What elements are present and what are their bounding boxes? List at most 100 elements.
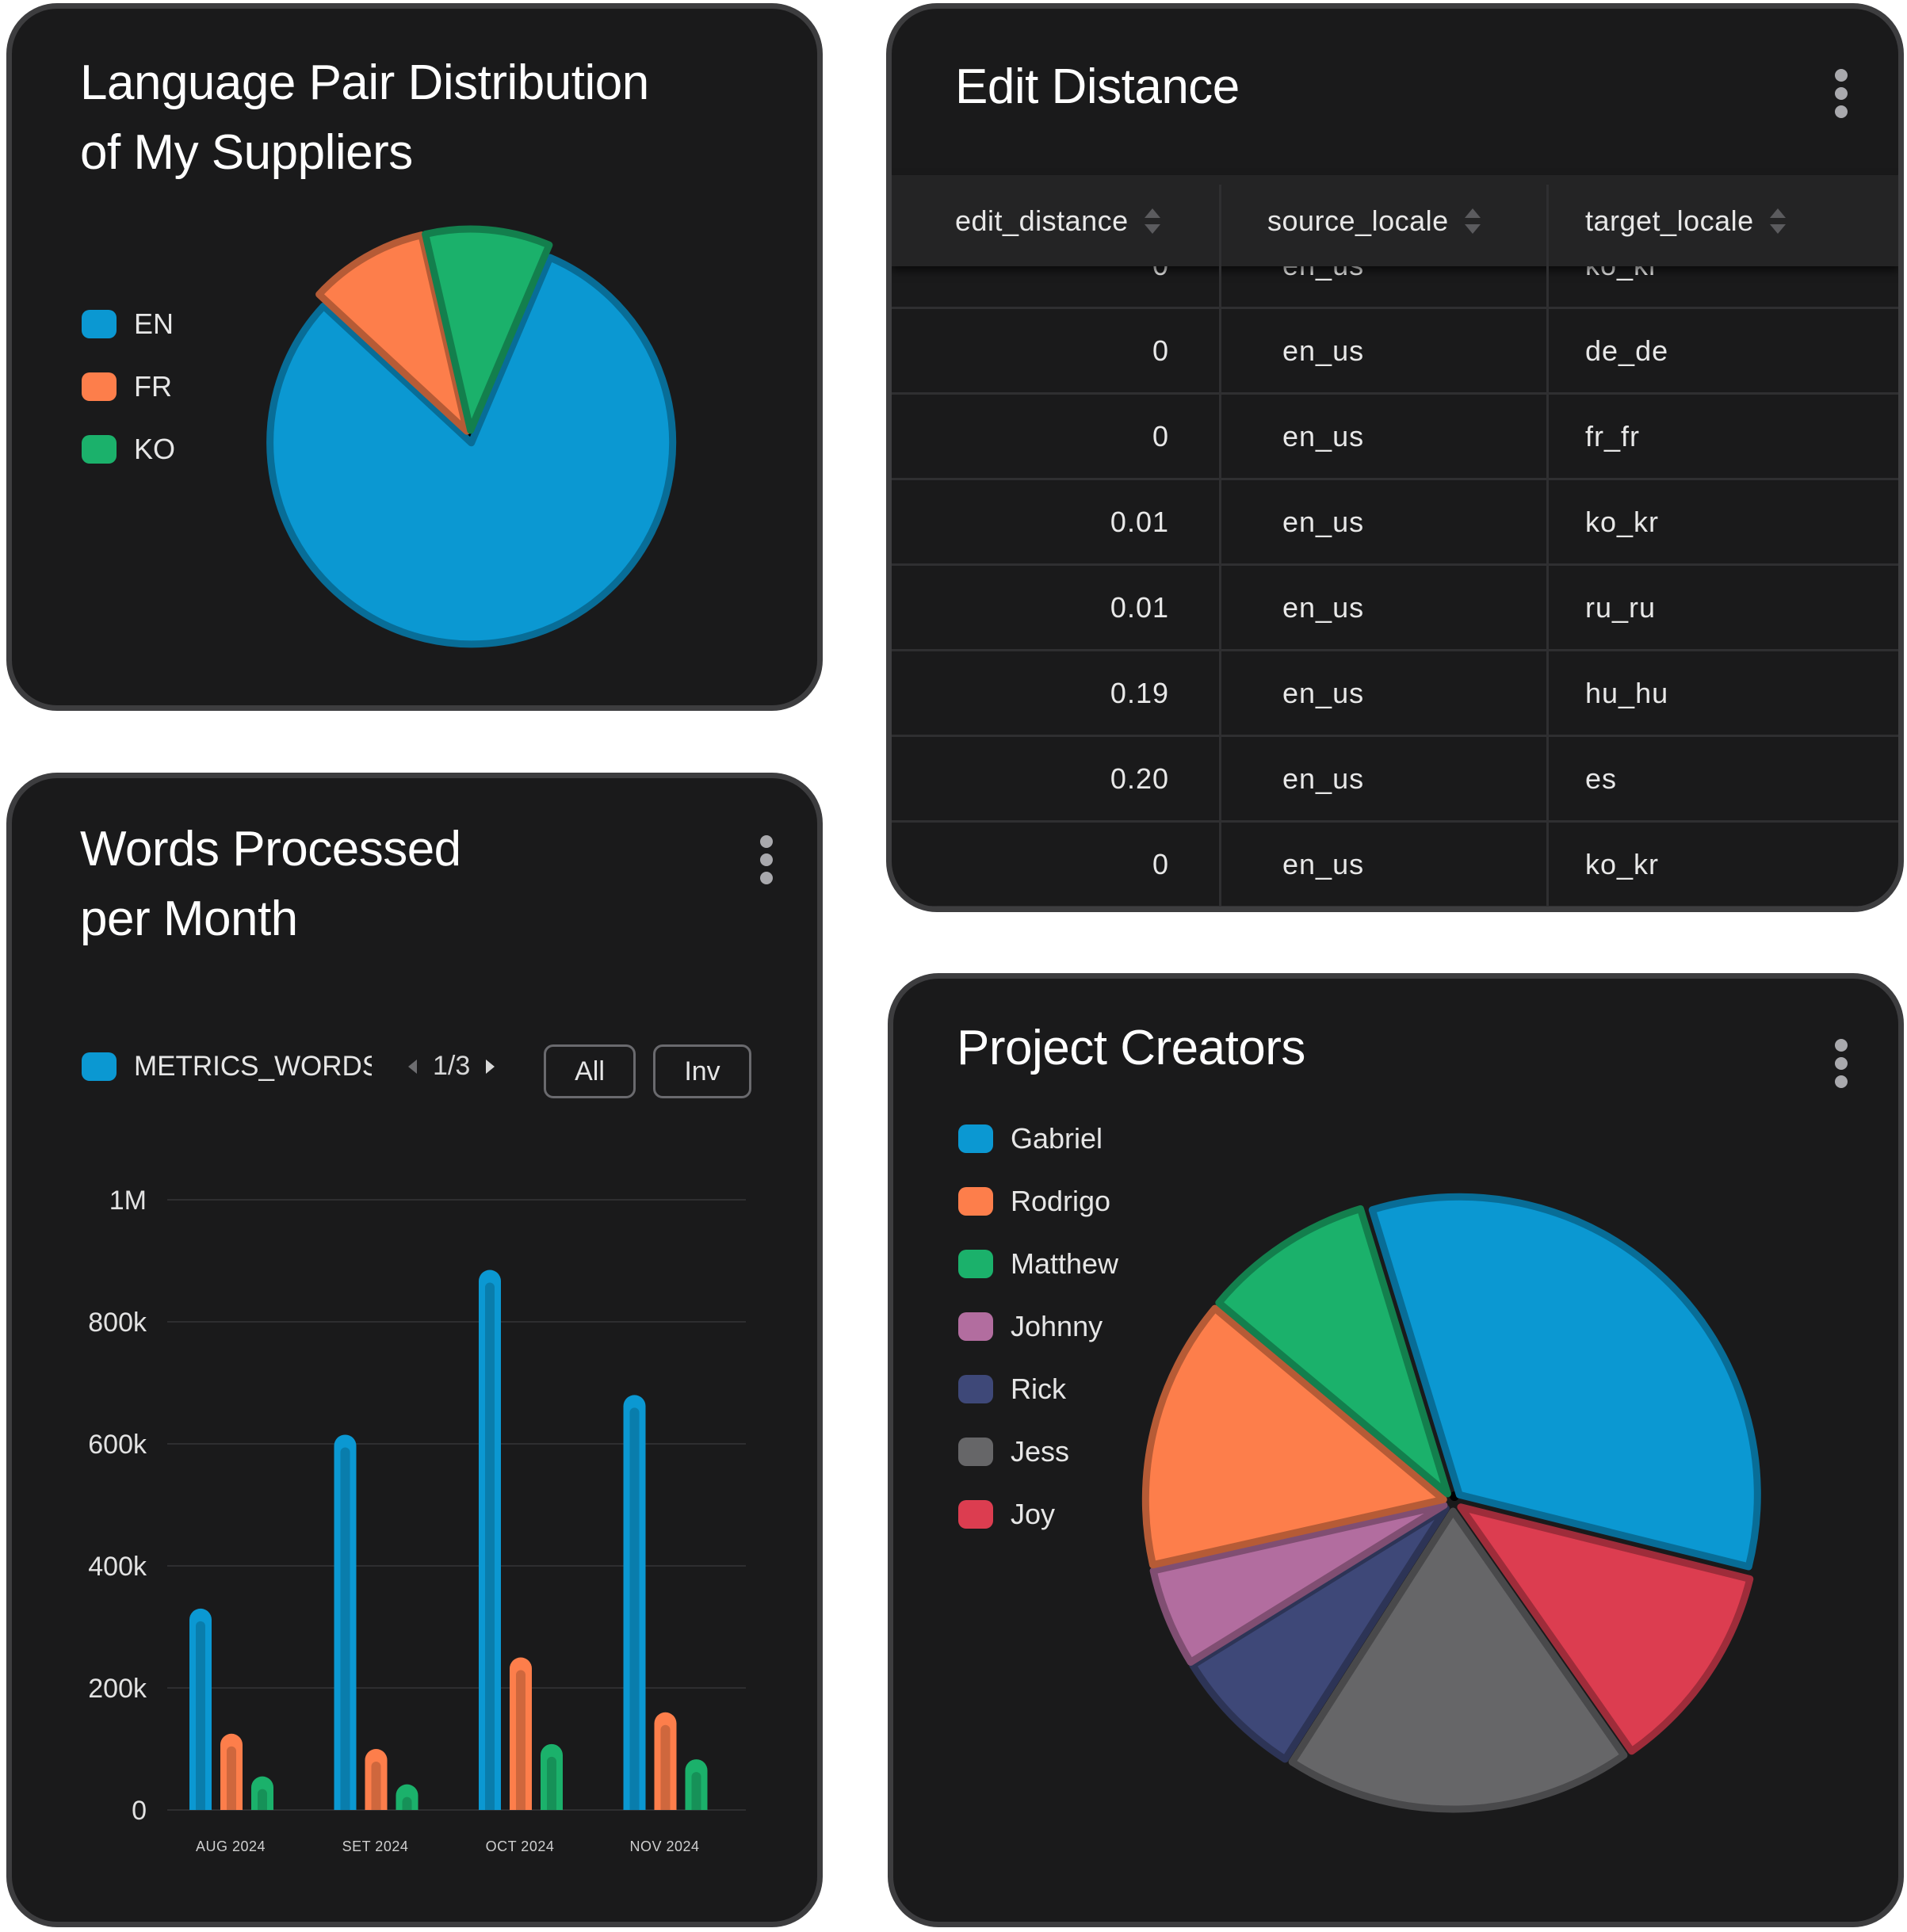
pie-slice-en[interactable] (266, 254, 677, 648)
table-row[interactable]: 0 en_us ko_kr (892, 266, 1898, 309)
words-processed-title-line2: per Month (80, 892, 298, 946)
pie-slice-ko[interactable] (422, 225, 553, 434)
cell-source-locale: en_us (1282, 334, 1365, 367)
creator-legend-item[interactable]: Joy (958, 1497, 1118, 1532)
table-row[interactable]: 0.01 en_us ru_ru (892, 566, 1898, 651)
words-processed-title: Words Processed per Month (80, 815, 461, 954)
kebab-dot-icon (1835, 105, 1848, 118)
pager-label: 1/3 (433, 1051, 471, 1081)
language-pair-card: Language Pair Distribution of My Supplie… (6, 3, 823, 711)
creator-legend-item[interactable]: Jess (958, 1434, 1118, 1469)
bar-inner-highlight (227, 1746, 236, 1810)
all-button[interactable]: All (544, 1044, 636, 1098)
cell-target-locale: ko_kr (1585, 847, 1660, 880)
cell-edit-distance: 0.20 (1110, 762, 1169, 795)
bar-inner-highlight (629, 1407, 640, 1810)
language-pair-title-line1: Language Pair Distribution (80, 55, 649, 110)
kebab-dot-icon (1835, 1057, 1848, 1070)
inv-button[interactable]: Inv (653, 1044, 751, 1098)
words-legend-item[interactable]: METRICS_WORDS (82, 1051, 372, 1082)
creator-legend-item[interactable]: Rick (958, 1372, 1118, 1407)
cell-edit-distance: 0 (1152, 419, 1169, 452)
legend-label: Rick (1011, 1373, 1066, 1405)
cell-edit-distance: 0 (892, 266, 1169, 307)
x-tick-label: AUG 2024 (196, 1838, 266, 1854)
legend-label: Rodrigo (1011, 1185, 1111, 1217)
pie-slice-johnny[interactable] (1149, 1502, 1448, 1666)
kebab-dot-icon (1835, 1075, 1848, 1088)
kebab-dot-icon (760, 853, 773, 866)
legend-swatch (82, 372, 117, 401)
legend-swatch (82, 435, 117, 464)
legend-swatch (958, 1124, 993, 1153)
x-tick-label: OCT 2024 (486, 1838, 555, 1854)
pie-slice-rodrigo[interactable] (1141, 1304, 1447, 1569)
column-header-label: target_locale (1585, 204, 1754, 237)
column-header-edit-distance[interactable]: edit_distance (955, 175, 1160, 266)
kebab-dot-icon (1835, 69, 1848, 82)
creator-legend-item[interactable]: Gabriel (958, 1121, 1118, 1156)
pie-slice-rick[interactable] (1189, 1504, 1450, 1763)
y-tick-label: 1M (109, 1186, 147, 1216)
pie-slice-matthew[interactable] (1215, 1205, 1451, 1498)
cell-target-locale: de_de (1585, 334, 1669, 367)
language-pair-legend: EN FR KO (82, 307, 175, 494)
project-creators-card: Project Creators Gabriel Rodrigo Matthew Jo… (888, 973, 1904, 1927)
creators-menu-button[interactable] (1835, 1039, 1848, 1088)
column-header-label: edit_distance (955, 204, 1129, 237)
table-row[interactable]: 0 en_us de_de (892, 309, 1898, 395)
table-row[interactable]: 0 en_us fr_fr (892, 395, 1898, 480)
language-legend-item[interactable]: EN (82, 307, 175, 342)
y-tick-label: 800k (88, 1308, 147, 1338)
pager-next-icon[interactable] (486, 1059, 495, 1074)
legend-swatch (958, 1250, 993, 1278)
table-body: 0 en_us ko_kr 0 en_us de_de 0 en_us fr_fr 0.01 en_… (892, 266, 1898, 907)
creator-legend-item[interactable]: Matthew (958, 1247, 1118, 1281)
pie-slice-joy[interactable] (1457, 1503, 1754, 1755)
y-tick-label: 400k (88, 1552, 147, 1582)
pie-slice-gabriel[interactable] (1368, 1193, 1761, 1571)
edit-menu-button[interactable] (1835, 69, 1848, 118)
sort-icon (1144, 208, 1160, 234)
bar-inner-highlight (485, 1282, 495, 1810)
legend-label: FR (134, 370, 172, 403)
x-tick-label: NOV 2024 (629, 1838, 699, 1854)
legend-swatch (958, 1500, 993, 1529)
language-pair-title-line2: of My Suppliers (80, 125, 413, 180)
kebab-dot-icon (760, 872, 773, 884)
sort-icon (1769, 208, 1786, 234)
language-legend-item[interactable]: KO (82, 432, 175, 467)
cell-source-locale: en_us (1282, 762, 1365, 795)
pager-prev-icon[interactable] (408, 1059, 417, 1074)
cell-source-locale: en_us (1282, 419, 1365, 452)
pie-slice-fr[interactable] (315, 231, 471, 435)
cell-target-locale: ko_kr (1585, 505, 1660, 538)
project-creators-title: Project Creators (957, 1021, 1305, 1075)
bar-inner-highlight (547, 1756, 556, 1810)
words-menu-button[interactable] (760, 835, 773, 884)
project-creators-pie (1141, 1193, 1761, 1813)
legend-swatch (958, 1438, 993, 1466)
table-row[interactable]: 0 en_us ko_kr (892, 823, 1898, 907)
kebab-dot-icon (1835, 1039, 1848, 1052)
legend-label: EN (134, 307, 174, 340)
creator-legend-item[interactable]: Johnny (958, 1309, 1118, 1344)
creator-legend-item[interactable]: Rodrigo (958, 1184, 1118, 1219)
x-tick-label: SET 2024 (342, 1838, 409, 1854)
legend-swatch (958, 1312, 993, 1341)
legend-swatch (82, 310, 117, 338)
cell-target-locale: fr_fr (1585, 419, 1641, 452)
table-row[interactable]: 0.19 en_us hu_hu (892, 651, 1898, 737)
table-header: edit_distance source_locale target_local… (892, 175, 1898, 266)
column-header-target-locale[interactable]: target_locale (1585, 175, 1786, 266)
column-header-source-locale[interactable]: source_locale (1267, 175, 1481, 266)
project-creators-legend: Gabriel Rodrigo Matthew Johnny Rick Jess Joy (958, 1121, 1118, 1560)
legend-label: Johnny (1011, 1310, 1103, 1342)
language-legend-item[interactable]: FR (82, 369, 175, 404)
cell-target-locale: ru_ru (1585, 590, 1657, 624)
bar-inner-highlight (371, 1762, 381, 1810)
table-row[interactable]: 0.01 en_us ko_kr (892, 480, 1898, 566)
table-row[interactable]: 0.20 en_us es (892, 737, 1898, 823)
bar-inner-highlight (691, 1772, 701, 1810)
pie-slice-jess[interactable] (1288, 1507, 1628, 1813)
